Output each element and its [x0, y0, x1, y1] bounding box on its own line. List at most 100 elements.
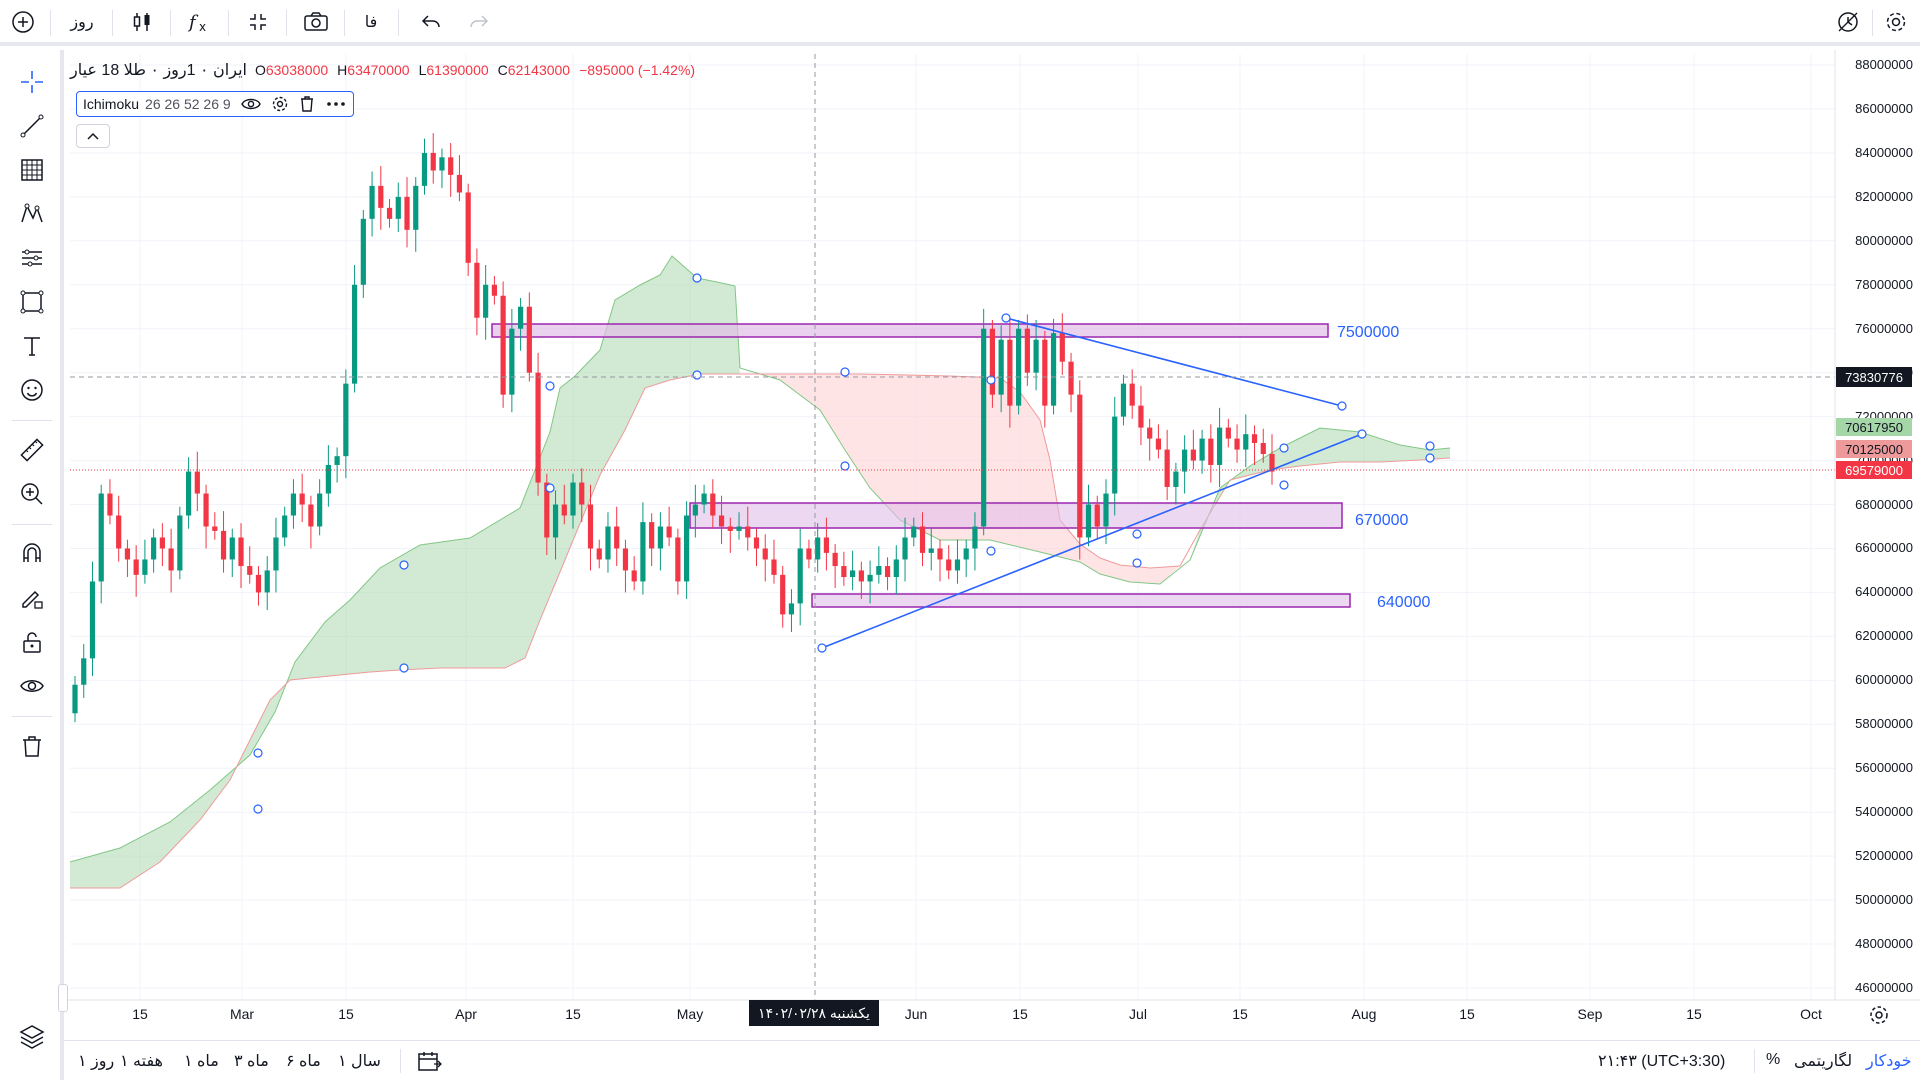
drawing-handle: [545, 483, 555, 493]
candle: [185, 457, 192, 529]
candle: [535, 352, 541, 496]
price-label: 66000000: [1855, 540, 1913, 556]
interval-button[interactable]: روز: [70, 14, 94, 31]
price-label: 54000000: [1855, 804, 1913, 820]
candle: [439, 148, 445, 189]
fib-tool[interactable]: [14, 152, 50, 188]
timezone-button[interactable]: ۲۱:۴۳ (UTC+3:30): [1598, 1053, 1726, 1070]
drawing-handle: [986, 375, 996, 385]
auto-toggle[interactable]: خودکار: [1866, 1053, 1912, 1070]
pattern-tool[interactable]: [14, 196, 50, 232]
remove-drawings-tool[interactable]: [14, 728, 50, 764]
measure-tool[interactable]: [14, 432, 50, 468]
time-label: Aug: [1351, 1006, 1377, 1022]
range-3m[interactable]: ماه ۳: [234, 1053, 269, 1070]
candle: [317, 479, 323, 536]
range-1m[interactable]: ماه ۱: [184, 1053, 219, 1070]
chart-type-button[interactable]: [126, 7, 158, 37]
fullscreen-button[interactable]: [242, 7, 274, 37]
zone-7500000: [491, 323, 1329, 338]
axis-settings-button[interactable]: [1868, 1004, 1890, 1026]
undo-button[interactable]: [416, 7, 446, 37]
drawing-handle: [399, 663, 409, 673]
alert-button[interactable]: [1832, 7, 1864, 37]
settings-button[interactable]: [1880, 7, 1912, 37]
indicator-visibility-button[interactable]: [240, 96, 261, 112]
candlestick-series: [72, 133, 1275, 723]
redo-button[interactable]: [464, 7, 494, 37]
date-range-button[interactable]: [416, 1049, 442, 1078]
candle: [1234, 424, 1240, 463]
object-tree-button[interactable]: [14, 1018, 50, 1054]
candle: [832, 544, 838, 589]
indicator-settings-button[interactable]: [271, 95, 289, 113]
trendline-tool[interactable]: [14, 108, 50, 144]
screenshot-button[interactable]: [300, 7, 332, 37]
time-label: Jul: [1129, 1006, 1147, 1022]
log-toggle[interactable]: لگاریتمی: [1794, 1053, 1853, 1070]
text-tool[interactable]: [14, 328, 50, 364]
indicator-more-button[interactable]: [325, 99, 347, 109]
price-label: 82000000: [1855, 188, 1913, 204]
hide-tool[interactable]: [14, 668, 50, 704]
time-label: 15: [132, 1006, 148, 1022]
candle: [142, 539, 148, 584]
candle: [1251, 425, 1258, 465]
crosshair: [70, 54, 1835, 1000]
percent-toggle[interactable]: %: [1766, 1051, 1781, 1068]
magnet-tool[interactable]: [14, 536, 50, 572]
shapes-tool[interactable]: [14, 284, 50, 320]
forecast-tool[interactable]: [14, 240, 50, 276]
zoom-tool[interactable]: [14, 476, 50, 512]
candle: [282, 506, 288, 547]
candle: [360, 210, 366, 298]
scroll-handle[interactable]: [58, 984, 68, 1012]
drawing-mode-tool[interactable]: [14, 580, 50, 616]
candle: [133, 545, 139, 597]
candle: [579, 468, 585, 523]
time-label: Mar: [229, 1006, 255, 1022]
emoji-tool[interactable]: [14, 372, 50, 408]
more-icon: [326, 102, 345, 106]
indicator-legend-ichimoku[interactable]: Ichimoku 26 26 52 26 9: [76, 91, 354, 117]
indicator-remove-button[interactable]: [299, 95, 315, 113]
symbol-title[interactable]: ایران ۰ 1روز ۰ طلا 18 عیار: [70, 62, 247, 79]
candle: [989, 319, 996, 408]
lock-tool[interactable]: [14, 624, 50, 660]
candle: [561, 484, 567, 525]
candle: [998, 325, 1004, 413]
legend-collapse-button[interactable]: [76, 124, 110, 148]
language-button[interactable]: فا: [364, 14, 378, 31]
candle: [753, 528, 760, 567]
range-6m[interactable]: ماه ۶: [286, 1053, 321, 1070]
crosshair-tool[interactable]: [14, 64, 50, 100]
open-value: O63038000: [254, 62, 329, 78]
candle: [605, 512, 611, 573]
candle: [587, 484, 594, 571]
range-1y[interactable]: سال ۱: [338, 1053, 381, 1070]
range-1d[interactable]: روز ۱: [78, 1053, 115, 1070]
candle: [325, 445, 331, 507]
time-label: May: [676, 1006, 704, 1022]
candle: [229, 528, 235, 578]
price-label: 52000000: [1855, 848, 1913, 864]
price-tag-green: 70617950: [1836, 418, 1912, 436]
candle: [954, 539, 961, 584]
candle: [212, 512, 218, 540]
layers-icon: [19, 1025, 45, 1049]
range-1w[interactable]: هفته ۱: [120, 1053, 163, 1070]
chevron-up-icon: [87, 132, 99, 140]
time-label: Sep: [1577, 1006, 1603, 1022]
indicator-name: Ichimoku: [83, 96, 140, 112]
drawing-handle: [692, 370, 702, 380]
candle: [797, 528, 803, 626]
drawing-handle: [1357, 429, 1367, 439]
crosshair-price-tag: 73830776: [1836, 367, 1912, 387]
candle: [657, 512, 663, 571]
crosshair-icon: [21, 71, 43, 93]
drawing-handle: [545, 381, 555, 391]
drawing-handle: [840, 461, 850, 471]
add-symbol-button[interactable]: [8, 7, 38, 37]
